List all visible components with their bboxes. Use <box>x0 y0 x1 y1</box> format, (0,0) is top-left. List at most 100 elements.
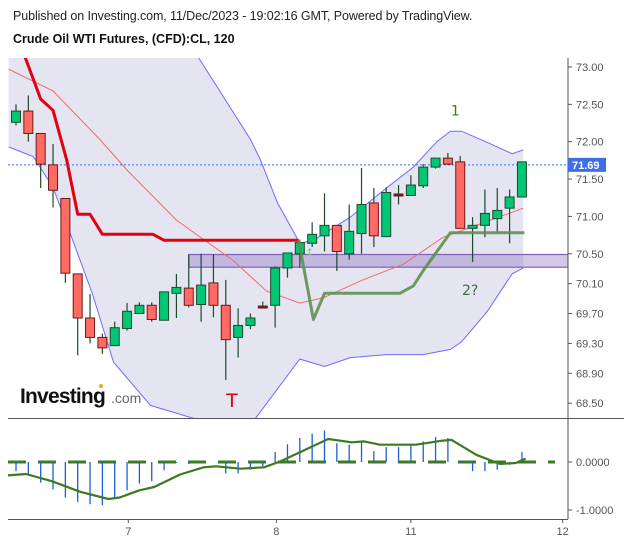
candle-body <box>23 110 34 134</box>
chart-title: Crude Oil WTI Futures, (CFD):CL, 120 <box>13 32 235 46</box>
candle <box>134 302 145 315</box>
logo-text: Investing <box>20 385 105 408</box>
candle <box>393 185 404 205</box>
candle-body <box>85 317 96 338</box>
price-tick-label: 70.10 <box>576 279 604 291</box>
candle <box>307 222 318 248</box>
candle <box>97 333 108 354</box>
candle-body <box>368 202 379 237</box>
candle <box>479 189 490 238</box>
investing-logo: Investing .com <box>20 384 141 408</box>
time-tick-label: 11 <box>405 526 416 538</box>
candle <box>220 279 231 380</box>
candle <box>171 273 182 318</box>
candle <box>455 155 466 229</box>
candle-body <box>442 157 453 165</box>
candle-body <box>245 317 256 326</box>
candle <box>208 254 219 318</box>
candle-body <box>171 286 182 294</box>
candle-body <box>233 324 244 338</box>
time-tick-label: 12 <box>557 526 569 538</box>
candle-body <box>455 161 466 229</box>
price-tick-label: 68.90 <box>576 368 604 380</box>
candle-body <box>208 282 219 306</box>
candle-body <box>109 327 120 347</box>
candle-body <box>183 287 194 306</box>
support-zone <box>188 253 568 268</box>
candle <box>368 188 379 248</box>
candle-body <box>97 336 108 349</box>
candle <box>381 187 392 238</box>
candle <box>504 189 515 244</box>
price-tick-label: 69.70 <box>576 309 604 321</box>
indicator-tick-label: -1.0000 <box>576 505 613 517</box>
candle <box>319 193 330 252</box>
candle-body <box>381 191 392 238</box>
candle <box>430 157 441 169</box>
logo-suffix: .com <box>111 390 141 406</box>
candle-body <box>72 273 83 319</box>
candle-body <box>11 110 21 123</box>
candle-body <box>479 212 490 226</box>
candle <box>442 152 453 165</box>
candle-body <box>516 161 527 198</box>
candle <box>257 301 268 309</box>
signal-line <box>8 437 527 501</box>
candle <box>344 204 355 260</box>
candle <box>23 95 34 142</box>
wave-label: 1 <box>451 104 460 120</box>
wave-label: 2? <box>462 283 478 299</box>
candle <box>85 294 96 344</box>
candle-body <box>134 304 145 315</box>
candle-body <box>35 132 46 165</box>
candle-body <box>60 197 71 274</box>
candle <box>467 217 478 262</box>
candle <box>122 303 133 331</box>
time-tick-label: 7 <box>125 526 131 538</box>
red-trend-line <box>23 58 299 242</box>
last-price-badge <box>568 157 606 172</box>
candle-body <box>307 233 318 244</box>
bollinger-lower-line <box>8 146 524 418</box>
bollinger-upper-line <box>198 58 524 244</box>
candle <box>331 224 342 271</box>
candle-body <box>492 209 503 220</box>
candle <box>516 161 527 198</box>
green-trend-line <box>297 231 525 321</box>
candle <box>405 175 416 196</box>
candle-body <box>282 252 293 269</box>
small-marker: ↥ <box>306 247 314 257</box>
indicator-tick-label: 0.0000 <box>576 457 610 469</box>
candle-body <box>270 267 281 306</box>
candle-body <box>356 203 367 235</box>
candle-body <box>331 224 342 253</box>
candle <box>282 252 293 278</box>
candle-body <box>430 157 441 168</box>
price-tick-label: 68.50 <box>576 398 604 410</box>
candle <box>245 313 256 330</box>
candle-body <box>418 166 429 187</box>
wave-label: T <box>225 390 238 412</box>
candle <box>270 266 281 328</box>
candle <box>48 143 59 208</box>
price-tick-label: 69.30 <box>576 338 604 350</box>
time-tick-label: 8 <box>273 526 279 538</box>
candle-body <box>504 196 515 209</box>
candle-body <box>122 310 133 329</box>
candle-body <box>405 184 416 196</box>
published-caption: Published on Investing.com, 11/Dec/2023 … <box>13 9 473 23</box>
candle <box>356 167 367 254</box>
candle <box>418 164 429 189</box>
candle <box>196 253 207 322</box>
moving-average-line <box>8 68 524 304</box>
price-tick-label: 70.50 <box>576 249 604 261</box>
candle-body <box>344 230 355 255</box>
candle-body <box>467 224 478 229</box>
candle-body <box>257 305 268 309</box>
candle-body <box>319 224 330 237</box>
candle <box>72 273 83 356</box>
candle <box>183 254 194 308</box>
candle-body <box>146 304 157 320</box>
candle <box>11 104 21 126</box>
